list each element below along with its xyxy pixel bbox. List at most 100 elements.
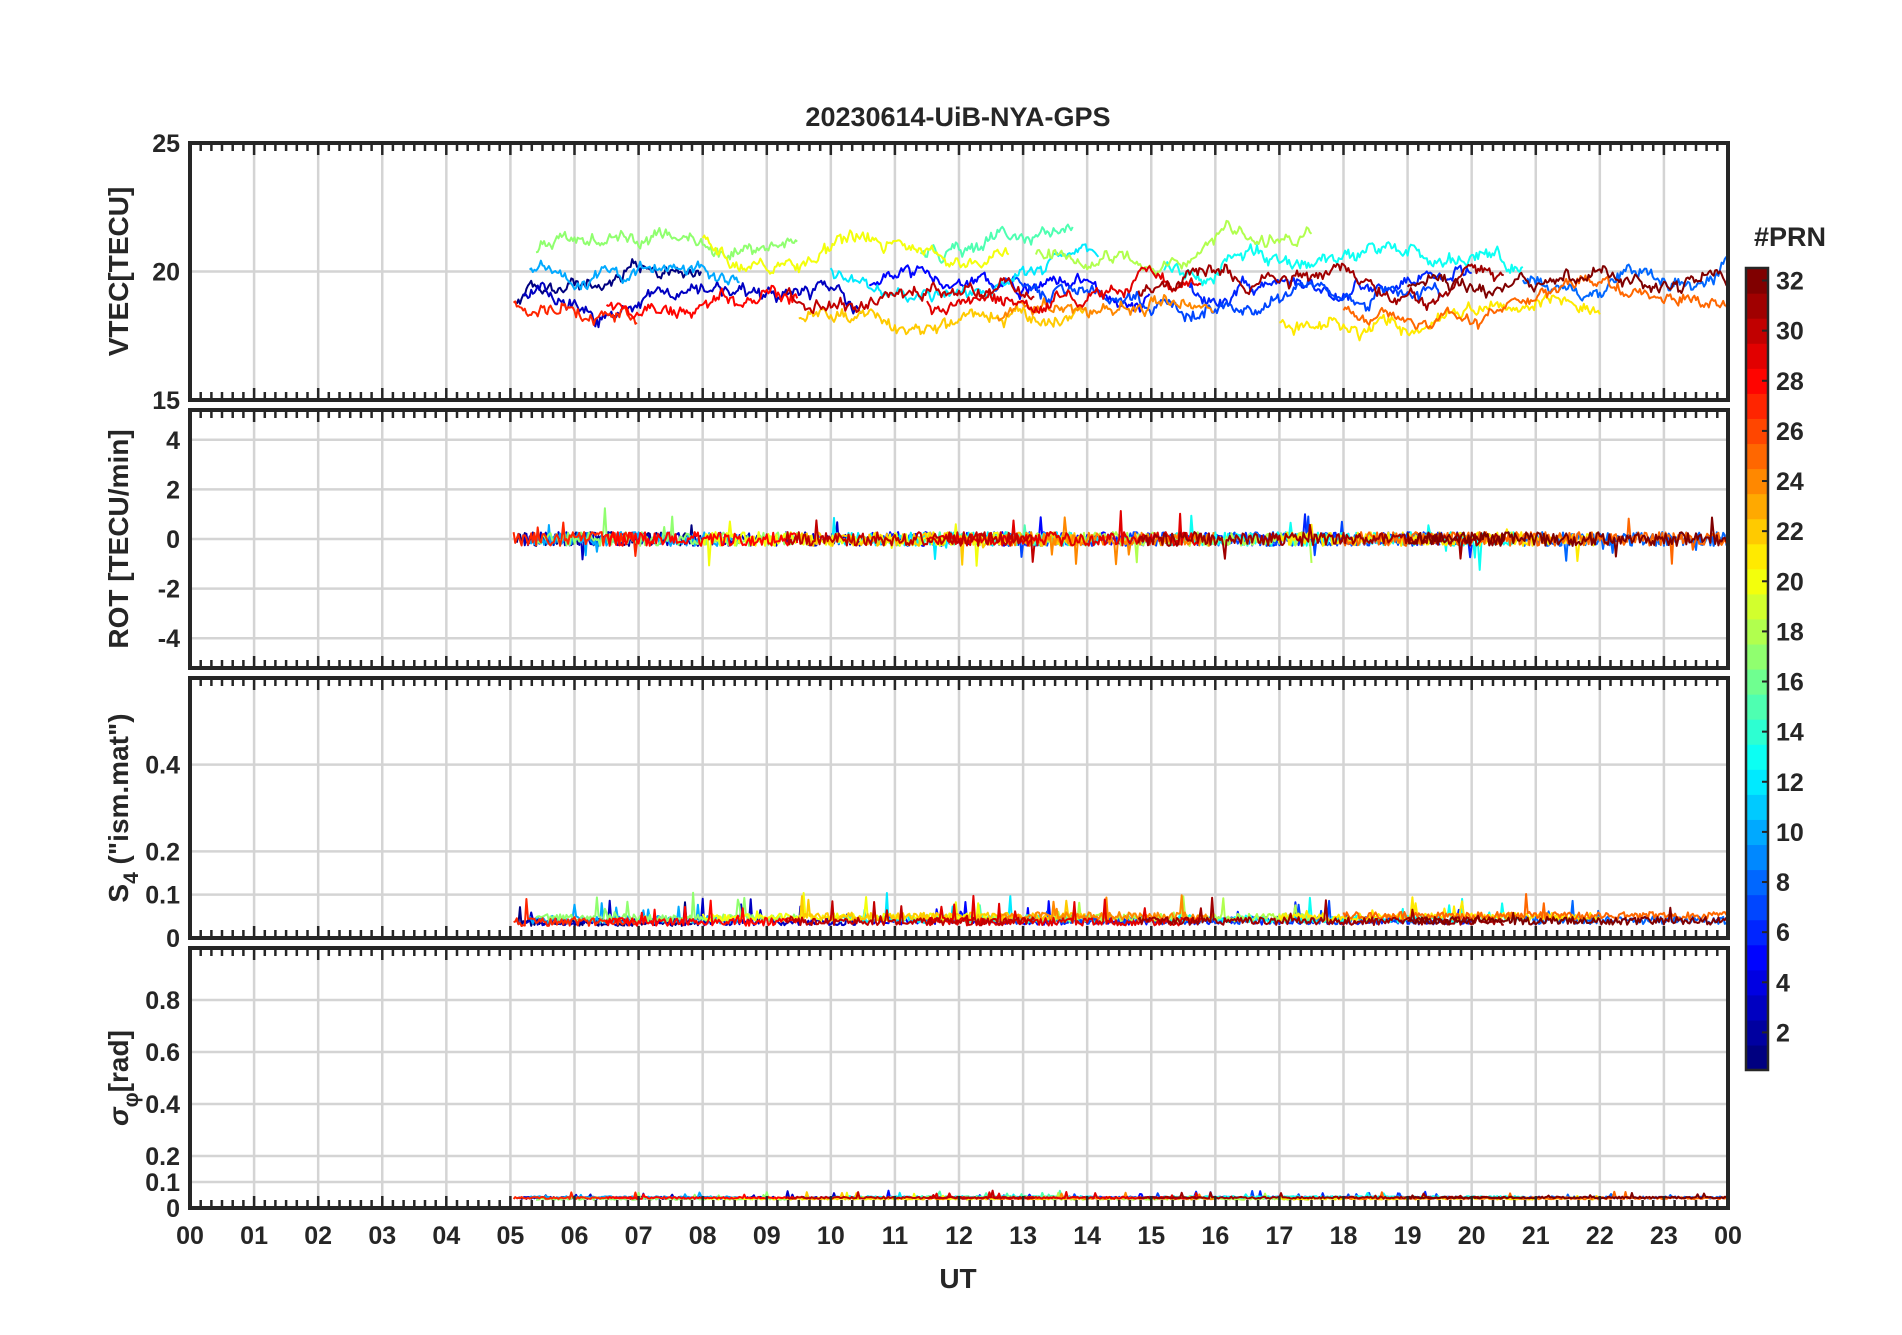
colorbar-segment [1746,318,1768,344]
series-line-prn-1 [515,258,703,305]
x-tick-label: 21 [1522,1222,1550,1250]
colorbar-tick-label: 6 [1776,919,1790,947]
y-tick-label: 0.8 [145,987,180,1015]
colorbar-segment [1746,518,1768,545]
y-tick-label: 0 [166,526,180,554]
y-axis-label: ROT [TECU/min] [103,429,134,648]
colorbar-segment [1746,643,1768,670]
series-line-prn-13 [1163,241,1524,287]
series-line-prn-31 [1137,262,1504,311]
x-tick-label: 19 [1394,1222,1422,1250]
x-tick-label: 06 [561,1222,589,1250]
colorbar-tick-label: 26 [1776,418,1804,446]
series-line-prn-28 [605,899,799,927]
colorbar-segment [1746,443,1768,470]
x-minor-ticks [188,678,1730,938]
colorbar-tick-label: 16 [1776,669,1804,697]
colorbar-segment [1746,1019,1768,1046]
x-tick-label: 03 [368,1222,396,1250]
y-tick-label: 0.1 [145,1169,180,1197]
colorbar-label: #PRN [1754,222,1826,252]
colorbar-segment [1746,268,1768,294]
colorbar-tick-label: 22 [1776,518,1804,546]
y-tick-label: 25 [152,130,180,158]
x-minor-ticks [188,410,1730,668]
series-line-prn-22 [798,303,1087,336]
series-line-prn-32 [1407,906,1728,926]
series-line-prn-29 [926,894,1202,927]
colorbar-frame [1744,266,1770,1072]
x-tick-label: 20 [1458,1222,1486,1250]
x-tick-label: 04 [432,1222,460,1250]
colorbar-segment [1746,669,1768,695]
series-line-prn-32 [1406,265,1728,299]
series-line-prn-27 [512,300,638,326]
colorbar-segment [1746,919,1768,946]
colorbar-tick-label: 18 [1776,618,1804,646]
x-tick-label: 10 [817,1222,845,1250]
x-tick-label: 23 [1650,1222,1678,1250]
series-group [513,891,1728,927]
x-tick-labels: 00 01 02 03 04 05 06 07 08 09 10 11 12 13 14 15 16 17 18 19… [176,1222,1742,1250]
colorbar-segment [1746,618,1768,645]
x-tick-label: 18 [1330,1222,1358,1250]
colorbar-segment [1746,844,1768,871]
colorbar-segment [1746,543,1768,570]
x-tick-label: 07 [625,1222,653,1250]
series-line-prn-28 [605,284,799,319]
series-line-prn-25 [1342,274,1728,330]
series-line-prn-30 [785,900,1036,927]
x-tick-label: 08 [689,1222,717,1250]
colorbar-segment [1746,944,1768,971]
x-tick-label: 05 [497,1222,525,1250]
y-tick-label: 0.6 [145,1039,180,1067]
x-minor-ticks [188,948,1730,1208]
colorbar-segment [1746,994,1768,1021]
panel-vtec: 15 20 25 VTEC[TECU] [103,130,1730,415]
x-axis-label: UT [939,1263,976,1294]
series-line-prn-8 [1522,255,1728,302]
y-tick-label: -2 [158,576,180,604]
series-line-prn-7 [990,275,1441,323]
series-line-prn-17 [535,227,798,261]
series-group [512,219,1728,342]
series-line-prn-22 [797,531,1087,566]
colorbar-segment [1746,869,1768,896]
series-line-prn-30 [785,277,1035,314]
panel-rot: -4 -2 0 2 4 ROT [TECU/min] [103,408,1730,670]
x-tick-label: 09 [753,1222,781,1250]
colorbar-segment [1746,468,1768,495]
colorbar-tick-label: 20 [1776,568,1804,596]
colorbar-segment [1746,794,1768,820]
panel-s4: 0 0.1 0.2 0.4S4 ("ism.mat") [103,676,1730,953]
series-line-prn-30 [785,1189,1035,1200]
y-tick-label: 0 [166,925,180,953]
series-line-prn-10 [528,259,740,291]
y-tick-label: 20 [152,259,180,287]
colorbar-segment [1746,293,1768,319]
colorbar-segment [1746,769,1768,795]
series-line-prn-24 [996,516,1215,566]
y-tick-label: 0.2 [145,1143,180,1171]
colorbar-segment [1746,969,1768,996]
x-tick-label: 15 [1137,1222,1165,1250]
colorbar-segment [1746,493,1768,520]
x-tick-label: 12 [945,1222,973,1250]
series-line-prn-18 [1034,219,1313,278]
series-line-prn-3 [522,279,863,329]
x-tick-label: 00 [1714,1222,1742,1250]
colorbar-segment [1746,694,1768,720]
colorbar-segment [1746,568,1768,595]
colorbar-segment [1746,393,1768,419]
chart-title: 20230614-UiB-NYA-GPS [805,102,1110,132]
colorbar-segment [1746,719,1768,745]
colorbar-tick-label: 2 [1776,1019,1790,1047]
y-tick-label: 0 [166,1195,180,1223]
series-line-prn-15 [919,223,1074,264]
y-tick-label: 15 [152,387,180,415]
colorbar-segment [1746,744,1768,770]
colorbar-segment [1746,418,1768,445]
